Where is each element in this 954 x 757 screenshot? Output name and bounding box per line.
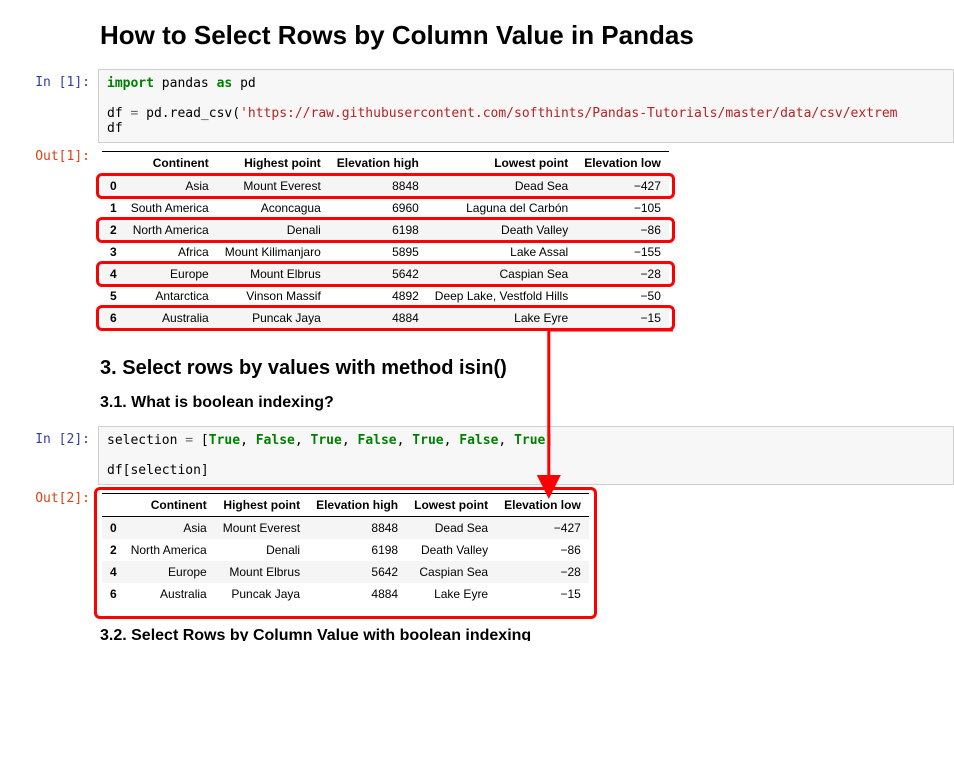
cell-out-2: Out[2]: ContinentHighest pointElevation … [0, 485, 954, 609]
table-row: 5AntarcticaVinson Massif4892Deep Lake, V… [102, 285, 669, 307]
col-header: Highest point [217, 152, 329, 175]
col-header: Continent [123, 494, 215, 517]
table-row: 4EuropeMount Elbrus5642Caspian Sea−28 [102, 561, 589, 583]
table-row: 4EuropeMount Elbrus5642Caspian Sea−28 [102, 263, 669, 285]
table-row: 2North AmericaDenali6198Death Valley−86 [102, 219, 669, 241]
prompt-out-1: Out[1]: [0, 143, 98, 164]
output-2: ContinentHighest pointElevation highLowe… [98, 485, 954, 609]
page-title: How to Select Rows by Column Value in Pa… [100, 20, 954, 51]
table-row: 0AsiaMount Everest8848Dead Sea−427 [102, 517, 589, 540]
dataframe-1: ContinentHighest pointElevation highLowe… [102, 151, 669, 329]
cell-in-2: In [2]: selection = [True, False, True, … [0, 426, 954, 485]
table-row: 1South AmericaAconcagua6960Laguna del Ca… [102, 197, 669, 219]
col-header: Elevation high [308, 494, 406, 517]
table-row: 6AustraliaPuncak Jaya4884Lake Eyre−15 [102, 583, 589, 605]
cell-in-1: In [1]: import pandas as pd df = pd.read… [0, 69, 954, 143]
prompt-in-2: In [2]: [0, 426, 98, 447]
code-cell-2[interactable]: selection = [True, False, True, False, T… [98, 426, 954, 485]
col-header: Lowest point [427, 152, 576, 175]
col-header: Elevation high [329, 152, 427, 175]
col-header: Highest point [215, 494, 308, 517]
output-1: ContinentHighest pointElevation highLowe… [98, 143, 954, 333]
col-header: Continent [123, 152, 217, 175]
col-header: Elevation low [576, 152, 669, 175]
col-header: Lowest point [406, 494, 496, 517]
table-row: 3AfricaMount Kilimanjaro5895Lake Assal−1… [102, 241, 669, 263]
prompt-in-1: In [1]: [0, 69, 98, 90]
table-row: 0AsiaMount Everest8848Dead Sea−427 [102, 175, 669, 198]
prompt-out-2: Out[2]: [0, 485, 98, 506]
heading-section-3-1: 3.1. What is boolean indexing? [100, 394, 954, 412]
table-row: 6AustraliaPuncak Jaya4884Lake Eyre−15 [102, 307, 669, 329]
table-row: 2North AmericaDenali6198Death Valley−86 [102, 539, 589, 561]
col-header: Elevation low [496, 494, 589, 517]
cell-out-1: Out[1]: ContinentHighest pointElevation … [0, 143, 954, 333]
code-cell-1[interactable]: import pandas as pd df = pd.read_csv('ht… [98, 69, 954, 143]
dataframe-2: ContinentHighest pointElevation highLowe… [102, 493, 589, 605]
heading-section-3: 3. Select rows by values with method isi… [100, 357, 954, 380]
heading-section-3-2-truncated: 3.2. Select Rows by Column Value with bo… [100, 627, 954, 641]
